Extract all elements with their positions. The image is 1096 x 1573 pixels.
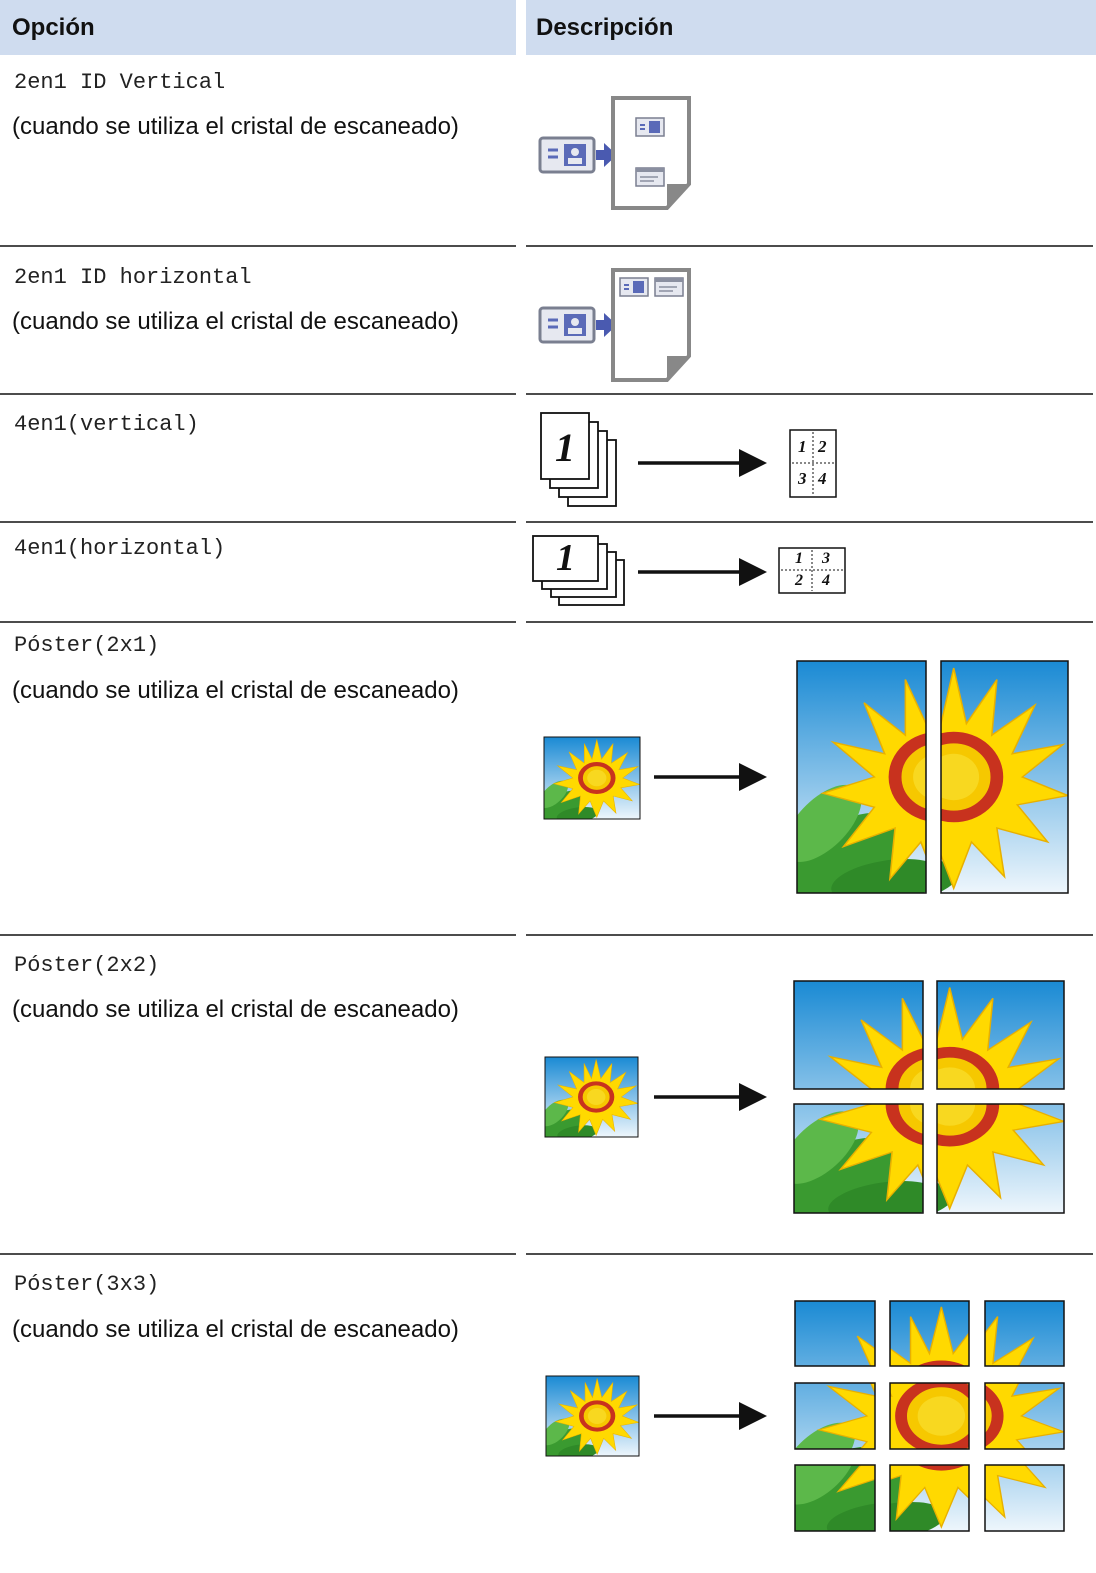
page-label: 3: [798, 469, 807, 488]
option: Póster(2x2): [14, 953, 160, 978]
tile-border: [794, 1300, 876, 1367]
tile-border: [984, 1300, 1065, 1367]
stack-label: 1: [556, 537, 575, 579]
page-label: 3: [822, 550, 830, 567]
tile-border: [794, 1464, 876, 1532]
note: (cuando se utiliza el cristal de escanea…: [12, 113, 459, 140]
note: (cuando se utiliza el cristal de escanea…: [12, 996, 459, 1023]
page-label: 1: [795, 550, 803, 567]
tile-border: [889, 1382, 970, 1450]
tile-border: [889, 1300, 970, 1367]
tile-border: [889, 1464, 970, 1532]
note: (cuando se utiliza el cristal de escanea…: [12, 1316, 459, 1343]
page-label: 2: [795, 572, 803, 589]
option: Póster(3x3): [14, 1272, 160, 1297]
page-label: 4: [818, 469, 827, 488]
header-cell: Opción: [12, 14, 95, 41]
page-label: 2: [818, 437, 827, 456]
note: (cuando se utiliza el cristal de escanea…: [12, 677, 459, 704]
option: 4en1(vertical): [14, 412, 199, 437]
option: Póster(2x1): [14, 633, 160, 658]
header-cell: Descripción: [536, 14, 674, 41]
tile-border: [794, 1382, 876, 1450]
option: 4en1(horizontal): [14, 536, 226, 561]
stack-label: 1: [555, 425, 575, 470]
tile-border: [984, 1382, 1065, 1450]
option: 2en1 ID Vertical: [14, 70, 226, 95]
page-label: 1: [798, 437, 807, 456]
option: 2en1 ID horizontal: [14, 265, 252, 290]
page-label: 4: [822, 572, 830, 589]
tile-border: [984, 1464, 1065, 1532]
note: (cuando se utiliza el cristal de escanea…: [12, 308, 459, 335]
